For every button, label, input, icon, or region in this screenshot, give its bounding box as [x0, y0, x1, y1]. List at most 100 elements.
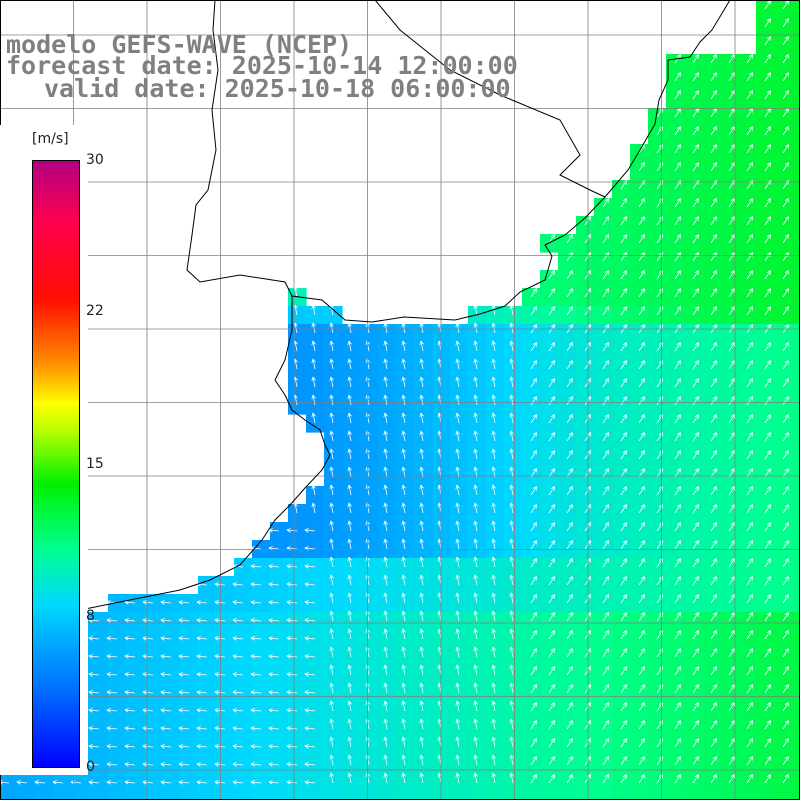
- wind-arrow: [746, 377, 753, 388]
- field-cell: [324, 504, 343, 523]
- field-cell: [558, 648, 577, 667]
- wind-arrow: [692, 557, 699, 568]
- wind-arrow: [566, 611, 573, 622]
- field-cell: [324, 468, 343, 487]
- field-cell: [666, 198, 685, 217]
- wind-arrow: [232, 690, 244, 695]
- field-cell: [558, 558, 577, 577]
- field-cell: [756, 72, 775, 91]
- field-cell: [702, 594, 721, 613]
- field-cell: [342, 522, 361, 541]
- wind-arrow: [509, 592, 514, 604]
- field-cell: [792, 360, 800, 379]
- field-cell: [216, 594, 235, 613]
- field-cell: [648, 234, 667, 253]
- wind-arrow: [401, 556, 406, 568]
- wind-arrow: [530, 611, 537, 622]
- field-cell: [720, 378, 739, 397]
- field-cell: [738, 666, 757, 685]
- field-cell: [468, 648, 487, 667]
- field-cell: [630, 180, 649, 199]
- field-cell: [756, 234, 775, 253]
- field-cell: [216, 612, 235, 631]
- field-cell: [360, 324, 379, 343]
- field-cell: [252, 630, 271, 649]
- wind-arrow: [674, 665, 681, 676]
- wind-arrow: [728, 647, 735, 658]
- wind-arrow: [88, 690, 100, 695]
- field-cell: [216, 792, 235, 800]
- wind-arrow: [692, 683, 699, 694]
- wind-arrow: [473, 592, 478, 604]
- wind-arrow: [566, 377, 573, 388]
- wind-arrow: [509, 556, 514, 568]
- field-cell: [702, 576, 721, 595]
- field-cell: [396, 342, 415, 361]
- wind-arrow: [419, 520, 424, 532]
- wind-arrow: [401, 574, 406, 586]
- wind-arrow: [491, 754, 496, 766]
- field-cell: [648, 270, 667, 289]
- wind-arrow: [710, 737, 717, 748]
- field-cell: [612, 630, 631, 649]
- field-cell: [612, 522, 631, 541]
- field-cell: [612, 450, 631, 469]
- wind-arrow: [160, 762, 172, 767]
- field-cell: [378, 558, 397, 577]
- field-cell: [738, 180, 757, 199]
- field-cell: [630, 360, 649, 379]
- field-cell: [288, 774, 307, 793]
- field-cell: [252, 684, 271, 703]
- field-cell: [756, 468, 775, 487]
- wind-arrow: [710, 377, 717, 388]
- wind-arrow: [746, 557, 753, 568]
- forecast-date: forecast date: 2025-10-14 12:00:00: [6, 51, 518, 80]
- field-cell: [684, 378, 703, 397]
- field-cell: [756, 648, 775, 667]
- field-cell: [684, 468, 703, 487]
- field-cell: [162, 666, 181, 685]
- wind-arrow: [710, 413, 717, 424]
- wind-arrow: [329, 772, 334, 784]
- field-cell: [756, 666, 775, 685]
- field-cell: [486, 324, 505, 343]
- field-cell: [162, 738, 181, 757]
- wind-arrow: [674, 269, 681, 280]
- wind-arrow: [764, 17, 771, 28]
- wind-arrow: [782, 539, 789, 550]
- field-cell: [306, 504, 325, 523]
- field-cell: [720, 576, 739, 595]
- field-cell: [684, 162, 703, 181]
- wind-arrow: [509, 502, 514, 514]
- field-cell: [666, 396, 685, 415]
- field-cell: [450, 396, 469, 415]
- field-cell: [648, 486, 667, 505]
- wind-arrow: [530, 521, 537, 532]
- wind-arrow: [509, 520, 514, 532]
- field-cell: [612, 180, 631, 199]
- field-cell: [648, 162, 667, 181]
- field-cell: [414, 558, 433, 577]
- field-cell: [612, 792, 631, 800]
- field-cell: [414, 756, 433, 775]
- field-cell: [126, 684, 145, 703]
- wind-arrow: [401, 592, 406, 604]
- field-cell: [270, 594, 289, 613]
- wind-arrow: [347, 700, 352, 712]
- wind-arrow: [401, 322, 406, 334]
- field-cell: [144, 594, 163, 613]
- field-cell: [774, 738, 793, 757]
- field-cell: [450, 756, 469, 775]
- wind-arrow: [764, 701, 771, 712]
- field-cell: [720, 414, 739, 433]
- wind-arrow: [473, 772, 478, 784]
- wind-arrow: [232, 726, 244, 731]
- field-cell: [756, 414, 775, 433]
- wind-arrow: [638, 503, 645, 514]
- wind-arrow: [329, 574, 334, 586]
- field-cell: [126, 792, 145, 800]
- field-cell: [306, 558, 325, 577]
- field-cell: [630, 468, 649, 487]
- wind-arrow: [674, 161, 681, 172]
- wind-arrow: [455, 466, 460, 478]
